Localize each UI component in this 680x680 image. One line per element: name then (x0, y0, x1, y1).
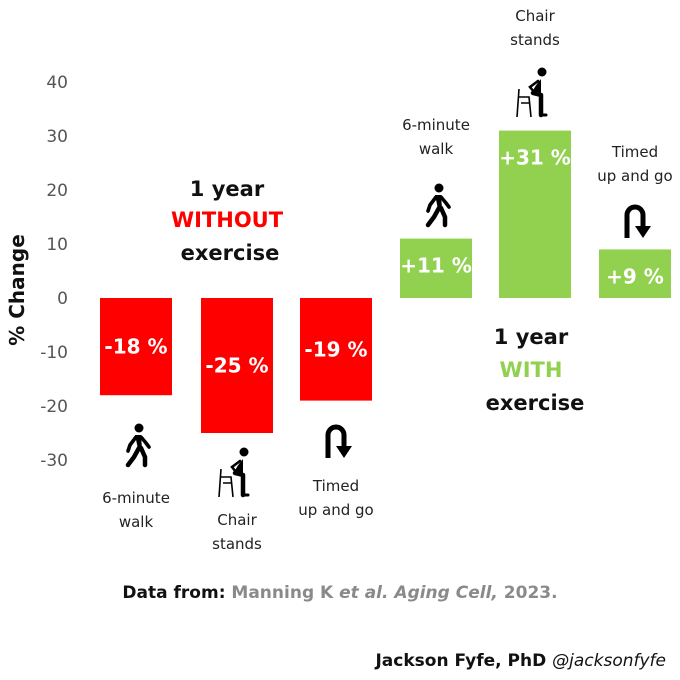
category-label: stands (510, 31, 560, 49)
bar-chart: 40 30 20 10 0 -10 -20 -30 % Change -18 % 6-minut… (5, 7, 673, 553)
bar (599, 249, 671, 298)
category-label: Timed (312, 477, 359, 495)
chair-stand-icon (218, 447, 250, 498)
bar (201, 298, 273, 433)
group-title-with-line1: 1 year (494, 325, 569, 349)
category-label: Chair (515, 7, 555, 25)
bar-group: +11 % 6-minute walk (400, 116, 472, 298)
walking-person-icon (125, 423, 151, 468)
y-tick-label: 40 (46, 73, 68, 93)
group-title-with-subtitle: exercise (486, 391, 585, 415)
walking-person-icon (425, 183, 451, 228)
bar-group: +9 % Timed up and go (597, 143, 673, 298)
source-prefix: Data from: (122, 583, 226, 603)
bar-value-label: +9 % (606, 264, 664, 288)
bar-group: -18 % 6-minute walk (100, 298, 172, 531)
y-tick-label: 20 (46, 181, 68, 201)
bar-value-label: -19 % (304, 337, 367, 361)
y-axis: 40 30 20 10 0 -10 -20 -30 (40, 73, 68, 471)
source-etal: et al. (339, 583, 389, 603)
bar-value-label: +31 % (499, 146, 571, 170)
source-year: 2023. (503, 583, 558, 603)
y-tick-label: 30 (46, 127, 68, 147)
y-axis-label: % Change (5, 234, 29, 346)
credit-handle: @jacksonfyfe (552, 651, 666, 671)
bars: -18 % 6-minute walk -25 % Chair stands -19 % Ti… (100, 7, 673, 553)
bar-group: -25 % Chair stands (201, 298, 273, 553)
category-label: 6-minute (402, 116, 470, 134)
chair-stand-icon (516, 67, 548, 118)
y-tick-label: 0 (57, 289, 68, 309)
category-label: walk (119, 513, 154, 531)
category-label: 6-minute (102, 489, 170, 507)
y-tick-label: -10 (40, 343, 68, 363)
category-label: stands (212, 535, 262, 553)
category-label: up and go (597, 167, 672, 185)
u-turn-arrow-icon (325, 424, 352, 458)
bar (300, 298, 372, 401)
u-turn-arrow-icon (624, 204, 651, 238)
category-label: Chair (217, 511, 257, 529)
y-tick-label: 10 (46, 235, 68, 255)
bar-value-label: -18 % (104, 335, 167, 359)
source-authors: Manning K (231, 583, 334, 603)
category-label: walk (419, 140, 454, 158)
bar-value-label: -25 % (205, 354, 268, 378)
category-label: up and go (298, 501, 373, 519)
credit-name: Jackson Fyfe, PhD (375, 651, 547, 671)
group-title-without-line1: 1 year (190, 177, 265, 201)
bar (100, 298, 172, 396)
bar-group: -19 % Timed up and go (298, 298, 374, 519)
source-citation: Data from: Manning K et al. Aging Cell, … (0, 583, 680, 603)
category-label: Timed (611, 143, 658, 161)
group-title-without: 1 year WITHOUT exercise (171, 177, 284, 265)
bar-group: +31 % Chair stands (499, 7, 571, 298)
group-title-without-subtitle: exercise (181, 241, 280, 265)
y-tick-label: -20 (40, 397, 68, 417)
bar (400, 238, 472, 298)
group-title-without-highlight: WITHOUT (171, 208, 284, 232)
bar-value-label: +11 % (400, 254, 472, 278)
group-title-with-highlight: WITH (500, 358, 563, 382)
source-journal: Aging Cell, (394, 583, 498, 603)
bar (499, 130, 571, 298)
group-title-with: 1 year WITH exercise (486, 325, 585, 415)
author-credit: Jackson Fyfe, PhD @jacksonfyfe (375, 651, 666, 671)
y-tick-label: -30 (40, 451, 68, 471)
